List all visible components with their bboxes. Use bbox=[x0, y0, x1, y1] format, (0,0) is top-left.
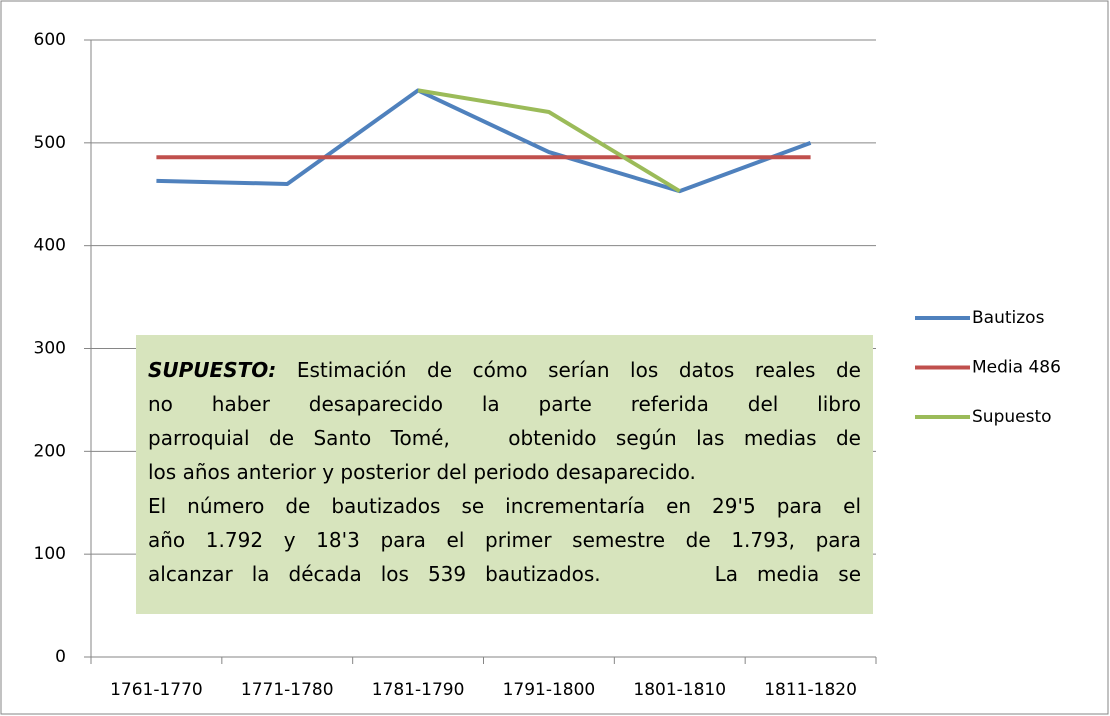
y-tick-label: 400 bbox=[34, 236, 66, 256]
annotation-line: El número de bautizados se incrementaría… bbox=[148, 489, 861, 523]
annotation-text: no haber desaparecido la parte referida … bbox=[148, 392, 861, 416]
annotation-text: El número de bautizados se incrementaría… bbox=[148, 494, 861, 518]
x-tick-label: 1801-1810 bbox=[633, 680, 726, 700]
annotation-line: los años anterior y posterior del period… bbox=[148, 455, 861, 489]
annotation-text: año 1.792 y 18'3 para el primer semestre… bbox=[148, 528, 861, 552]
legend-label: Media 486 bbox=[972, 358, 1061, 378]
legend-label: Supuesto bbox=[972, 407, 1052, 427]
annotation-line: año 1.792 y 18'3 para el primer semestre… bbox=[148, 523, 861, 557]
annotation-line: parroquial de Santo Tomé, obtenido según… bbox=[148, 421, 861, 455]
y-tick-label: 0 bbox=[55, 647, 66, 667]
annotation-heading: SUPUESTO: bbox=[148, 358, 277, 382]
x-tick-label: 1811-1820 bbox=[764, 680, 857, 700]
annotation-text: Estimación de cómo serían los datos real… bbox=[276, 358, 861, 382]
annotation-line: SUPUESTO: Estimación de cómo serían los … bbox=[148, 353, 861, 387]
y-tick-label: 500 bbox=[34, 133, 66, 153]
series-line bbox=[417, 88, 681, 193]
annotation-text: alcanzar la década los 539 bautizados. L… bbox=[148, 562, 861, 586]
annotation-text: parroquial de Santo Tomé, obtenido según… bbox=[148, 426, 861, 450]
annotation-box: SUPUESTO: Estimación de cómo serían los … bbox=[136, 335, 873, 614]
annotation-line: alcanzar la década los 539 bautizados. L… bbox=[148, 557, 861, 591]
y-tick-label: 200 bbox=[34, 441, 66, 461]
x-tick-label: 1771-1780 bbox=[241, 680, 334, 700]
y-tick-label: 100 bbox=[34, 544, 66, 564]
series-line bbox=[156, 88, 812, 194]
x-tick-label: 1791-1800 bbox=[503, 680, 596, 700]
annotation-line: no haber desaparecido la parte referida … bbox=[148, 387, 861, 421]
legend-label: Bautizos bbox=[972, 308, 1045, 328]
x-tick-label: 1781-1790 bbox=[372, 680, 465, 700]
y-tick-label: 300 bbox=[34, 339, 66, 359]
annotation-text: los años anterior y posterior del period… bbox=[148, 460, 696, 484]
x-tick-label: 1761-1770 bbox=[110, 680, 203, 700]
y-tick-label: 600 bbox=[34, 30, 66, 50]
